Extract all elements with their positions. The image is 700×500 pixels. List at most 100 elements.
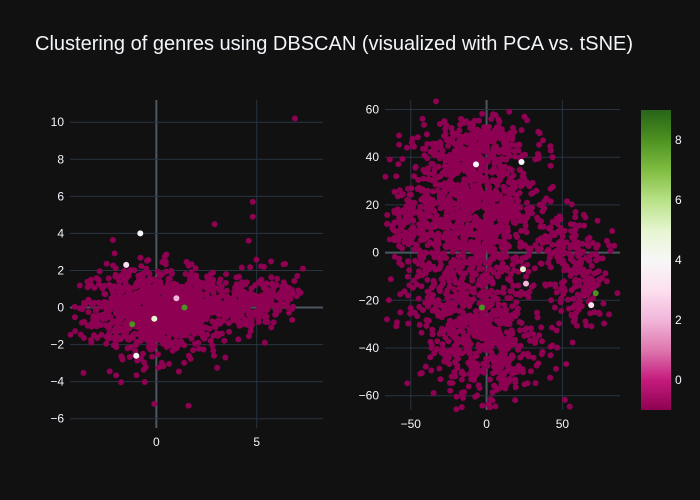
- data-point: [88, 336, 95, 343]
- data-point: [462, 270, 469, 277]
- data-point: [206, 325, 213, 332]
- data-point: [165, 276, 172, 283]
- data-point: [249, 321, 255, 328]
- data-point: [243, 296, 250, 303]
- data-point: [133, 342, 139, 348]
- data-point: [434, 346, 440, 352]
- data-point: [480, 129, 487, 136]
- data-point: [168, 320, 175, 327]
- colorbar-tick-label: 2: [675, 313, 682, 327]
- data-point: [424, 155, 431, 162]
- data-point: [208, 309, 215, 316]
- data-point: [513, 299, 520, 306]
- data-point: [137, 230, 144, 237]
- data-point: [405, 258, 412, 265]
- data-point: [130, 331, 137, 338]
- data-point: [409, 284, 416, 291]
- data-point: [602, 270, 609, 277]
- data-point: [508, 271, 514, 278]
- data-point: [444, 214, 451, 221]
- data-point: [95, 281, 102, 288]
- data-point: [168, 267, 175, 274]
- data-point: [151, 296, 158, 303]
- data-point: [568, 201, 575, 208]
- data-point: [467, 341, 474, 348]
- data-point: [482, 288, 489, 295]
- data-point: [491, 160, 498, 167]
- data-point: [410, 277, 417, 284]
- data-point: [267, 303, 274, 309]
- data-point: [448, 300, 455, 307]
- data-point: [157, 332, 164, 339]
- data-point: [174, 312, 181, 319]
- data-point: [490, 325, 497, 332]
- data-point: [423, 131, 430, 138]
- data-point: [506, 165, 513, 172]
- data-point: [246, 333, 252, 340]
- data-point: [503, 306, 510, 313]
- data-point: [453, 162, 460, 169]
- data-point: [420, 167, 427, 173]
- data-point: [177, 333, 184, 339]
- data-point: [520, 266, 526, 273]
- data-point: [290, 303, 297, 310]
- data-point: [472, 308, 479, 315]
- data-point: [548, 297, 555, 304]
- data-point: [449, 324, 456, 330]
- data-point: [183, 258, 190, 265]
- data-point: [101, 290, 108, 297]
- data-point: [195, 313, 202, 319]
- data-point: [454, 296, 461, 303]
- data-point: [130, 295, 137, 302]
- data-point: [257, 303, 264, 309]
- data-point: [508, 288, 515, 295]
- data-point: [473, 325, 479, 332]
- data-point: [175, 368, 182, 375]
- data-point: [149, 353, 156, 360]
- data-point: [269, 288, 276, 295]
- data-point: [551, 232, 558, 239]
- data-point: [424, 141, 431, 147]
- data-point: [191, 304, 198, 311]
- data-point: [143, 325, 150, 331]
- data-point: [455, 219, 462, 226]
- data-point: [446, 361, 453, 368]
- data-point: [396, 215, 403, 222]
- data-point: [471, 332, 478, 339]
- data-point: [484, 137, 491, 144]
- data-point: [575, 246, 582, 253]
- data-point: [538, 324, 545, 331]
- data-point: [513, 254, 519, 261]
- data-point: [436, 192, 443, 199]
- data-point: [419, 115, 426, 122]
- data-point: [93, 307, 99, 314]
- data-point: [525, 268, 532, 275]
- data-point: [209, 318, 216, 325]
- data-point: [499, 289, 506, 296]
- data-point: [67, 331, 74, 338]
- data-point: [100, 284, 107, 290]
- data-point: [512, 201, 519, 208]
- data-point: [158, 315, 165, 322]
- data-point: [391, 237, 398, 244]
- data-point: [554, 220, 561, 227]
- data-point: [289, 316, 296, 323]
- data-point: [202, 284, 209, 291]
- data-point: [223, 287, 230, 294]
- data-point: [452, 358, 459, 365]
- data-point: [385, 297, 392, 304]
- data-point: [440, 188, 447, 195]
- data-point: [222, 279, 229, 286]
- data-point: [461, 333, 468, 340]
- data-point: [447, 241, 454, 247]
- data-point: [429, 307, 436, 314]
- data-point: [151, 315, 158, 322]
- data-point: [415, 176, 422, 183]
- data-point: [476, 280, 482, 287]
- data-point: [545, 259, 552, 266]
- data-point: [528, 190, 535, 197]
- data-point: [224, 293, 231, 300]
- data-point: [453, 190, 460, 197]
- data-point: [461, 389, 468, 396]
- data-point: [506, 376, 513, 382]
